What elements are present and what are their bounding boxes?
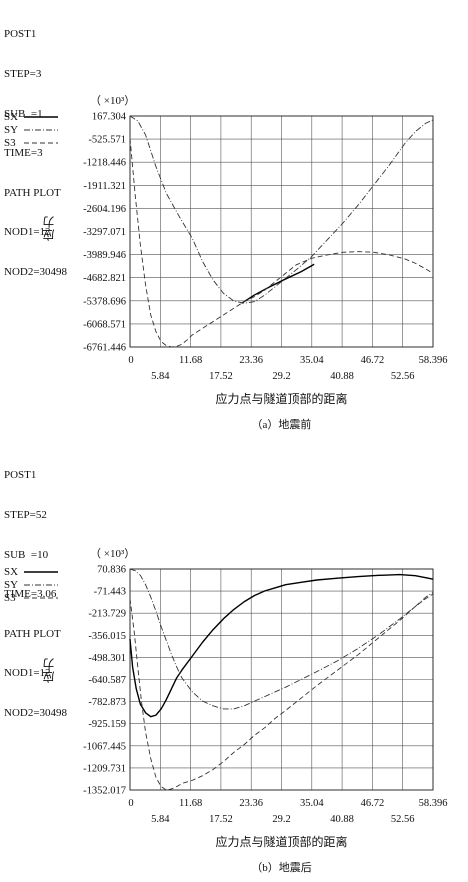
y-tick-label: -6068.571 xyxy=(83,319,126,330)
chart-caption: （a）地震前 xyxy=(251,419,312,431)
info-line: STEP=3 xyxy=(4,68,42,80)
series-line-sx xyxy=(241,263,315,304)
x-tick-label: 29.2 xyxy=(272,371,290,382)
x-axis-label: 应力点与隧道顶部的距离 xyxy=(215,835,348,849)
info-line: NOD2=30498 xyxy=(4,265,68,278)
info-line: PATH PLOT xyxy=(4,627,61,640)
info-line: STEP=52 xyxy=(4,509,47,521)
x-tick-label: 46.72 xyxy=(361,798,385,809)
x-tick-label: 11.68 xyxy=(179,355,202,366)
legend-item-sx: SX xyxy=(4,565,60,578)
info-line: NOD1=12 xyxy=(4,226,51,239)
legend-label: S3 xyxy=(4,591,16,604)
unit-multiplier: （ ×10³） xyxy=(90,95,136,107)
y-tick-label: -356.015 xyxy=(88,631,126,642)
y-tick-label: -213.729 xyxy=(88,609,126,620)
legend-item-sy: SY xyxy=(4,578,60,591)
plot-area: 167.304 -525.571 -1218.446 -1911.321 -2604.1… xyxy=(83,112,448,383)
x-tick-label: 23.36 xyxy=(239,798,263,809)
x-tick-label: 5.84 xyxy=(151,814,170,825)
info-line: POST1 xyxy=(4,469,37,482)
legend-line-dashed-icon xyxy=(24,142,58,143)
legend-item-s3: S3 xyxy=(4,591,60,604)
x-tick-label: 58.396 xyxy=(419,355,448,366)
x-tick-label: 58.396 xyxy=(419,798,448,809)
legend-label: SY xyxy=(4,123,19,136)
legend-item-s3: S3 xyxy=(4,136,60,149)
series-line-sy xyxy=(129,115,434,304)
y-tick-label: -1218.446 xyxy=(83,158,126,169)
legend-line-dashdot-icon xyxy=(24,129,58,130)
legend: SX SY S3 xyxy=(4,565,60,604)
x-tick-label: 40.88 xyxy=(330,371,354,382)
legend-label: SX xyxy=(4,110,19,123)
plot-frame xyxy=(129,568,434,791)
x-tick-label: 29.2 xyxy=(272,814,290,825)
y-tick-label: -498.301 xyxy=(88,653,126,664)
x-tick-label: 5.84 xyxy=(151,371,170,382)
x-tick-label: 17.52 xyxy=(209,814,233,825)
x-tick-label: 0 xyxy=(128,798,133,809)
series-line-sx xyxy=(129,573,434,718)
x-tick-label: 35.04 xyxy=(300,355,324,366)
y-tick-label: -4682.821 xyxy=(83,273,126,284)
x-tick-label: 52.56 xyxy=(391,814,415,825)
legend-label: SY xyxy=(4,578,19,591)
info-line: PATH PLOT xyxy=(4,186,61,199)
y-tick-label: -1911.321 xyxy=(84,181,126,192)
info-line: SUB =10 xyxy=(4,548,49,561)
x-tick-label: 23.36 xyxy=(239,355,263,366)
chart-panel-a: POST1 STEP=3 SUB =1 TIME=3 PATH PLOT NOD… xyxy=(4,2,448,431)
legend-item-sy: SY xyxy=(4,123,60,136)
legend-line-dashdot-icon xyxy=(24,584,58,585)
unit-multiplier: （ ×10³） xyxy=(90,548,136,560)
legend-line-solid-icon xyxy=(24,570,58,573)
info-line: NOD1=12 xyxy=(4,667,51,680)
chart-panel-b: POST1 STEP=52 SUB =10 TIME=3.06 PATH PLO… xyxy=(0,441,468,882)
info-line: NOD2=30498 xyxy=(4,706,68,719)
y-tick-label: -1352.017 xyxy=(83,786,126,797)
info-block: POST1 STEP=3 SUB =1 TIME=3 PATH PLOT NOD… xyxy=(4,2,67,306)
x-tick-label: 0 xyxy=(128,355,133,366)
x-tick-label: 35.04 xyxy=(300,798,324,809)
y-tick-label: -3989.946 xyxy=(83,250,126,261)
y-tick-label: -3297.071 xyxy=(83,227,126,238)
legend-label: S3 xyxy=(4,136,16,149)
info-block: POST1 STEP=52 SUB =10 TIME=3.06 PATH PLO… xyxy=(4,443,67,747)
series-line-sy xyxy=(129,568,434,710)
y-tick-label: -5378.696 xyxy=(83,296,126,307)
y-tick-label: -6761.446 xyxy=(83,343,126,354)
legend-item-sx: SX xyxy=(4,110,60,123)
y-tick-label: -71.443 xyxy=(94,587,126,598)
x-tick-label: 11.68 xyxy=(179,798,202,809)
x-axis-label: 应力点与隧道顶部的距离 xyxy=(215,392,348,406)
y-tick-label: -1067.445 xyxy=(83,741,126,752)
chart-caption: （b）地震后 xyxy=(251,862,312,874)
legend: SX SY S3 xyxy=(4,110,60,149)
plot-frame xyxy=(129,115,434,348)
y-tick-label: -925.159 xyxy=(88,719,126,730)
x-tick-label: 17.52 xyxy=(209,371,233,382)
info-line: SUB =1 xyxy=(4,107,43,120)
x-tick-label: 52.56 xyxy=(391,371,415,382)
x-tick-label: 46.72 xyxy=(361,355,385,366)
legend-line-dashed-icon xyxy=(24,597,58,598)
series-line-s3 xyxy=(129,138,434,348)
y-tick-label: 167.304 xyxy=(92,112,127,123)
info-line: POST1 xyxy=(4,28,37,41)
y-tick-label: -1209.731 xyxy=(83,763,126,774)
x-tick-label: 40.88 xyxy=(330,814,354,825)
y-tick-label: 70.836 xyxy=(97,565,126,576)
y-tick-label: -525.571 xyxy=(88,135,126,146)
legend-label: SX xyxy=(4,565,19,578)
plot-area: 70.836 -71.443 -213.729 -356.015 -498.301 -64… xyxy=(83,565,448,826)
info-line: TIME=3 xyxy=(4,147,43,160)
legend-line-solid-icon xyxy=(24,115,58,118)
grid xyxy=(129,115,434,348)
series-line-s3 xyxy=(129,593,434,791)
y-tick-label: -2604.196 xyxy=(83,204,126,215)
y-tick-label: -640.587 xyxy=(88,675,126,686)
y-tick-label: -782.873 xyxy=(88,697,126,708)
